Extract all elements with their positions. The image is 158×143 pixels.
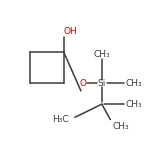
Text: CH₃: CH₃ — [113, 122, 129, 131]
Text: H₃C: H₃C — [52, 115, 69, 124]
Text: CH₃: CH₃ — [125, 79, 142, 88]
Text: CH₃: CH₃ — [94, 50, 110, 59]
Text: O: O — [80, 79, 87, 88]
Text: Si: Si — [98, 79, 106, 88]
Text: CH₃: CH₃ — [125, 100, 142, 109]
Text: OH: OH — [63, 27, 77, 36]
